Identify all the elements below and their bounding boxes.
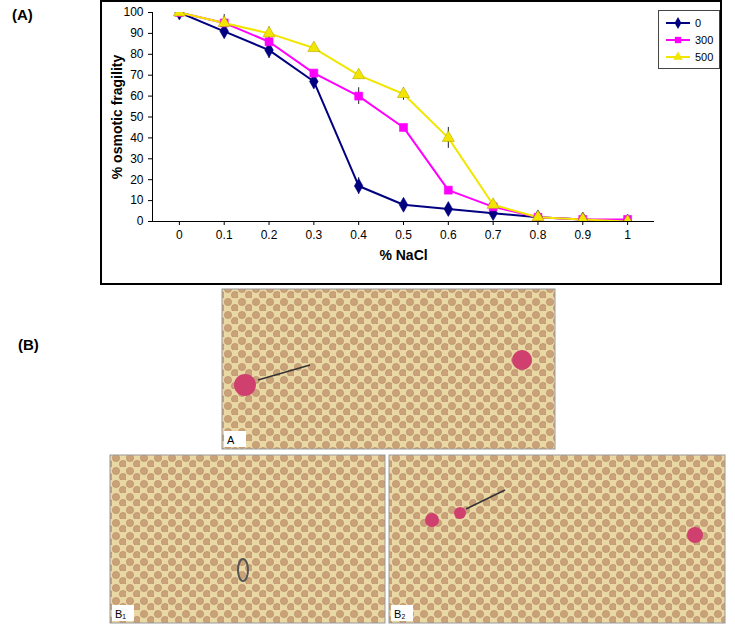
svg-text:70: 70 [130,68,144,82]
svg-text:0: 0 [176,228,183,242]
svg-text:0.5: 0.5 [395,228,412,242]
svg-text:0: 0 [137,214,144,228]
svg-text:60: 60 [130,89,144,103]
html-text:300: 300 [695,33,714,46]
svg-text:% NaCl: % NaCl [379,247,427,263]
svg-text:0.4: 0.4 [350,228,367,242]
svg-text:0.3: 0.3 [306,228,323,242]
svg-text:20: 20 [130,173,144,187]
svg-text:A: A [227,434,235,446]
svg-text:10: 10 [130,193,144,207]
svg-text:0.8: 0.8 [530,228,547,242]
svg-text:B₁: B₁ [115,608,126,620]
svg-text:0.7: 0.7 [485,228,502,242]
svg-text:0.1: 0.1 [216,228,233,242]
svg-text:0.9: 0.9 [574,228,591,242]
svg-text:1: 1 [624,228,631,242]
html-text:0: 0 [695,16,702,29]
svg-text:% osmotic fragility: % osmotic fragility [109,55,125,180]
svg-text:0.6: 0.6 [440,228,457,242]
svg-text:40: 40 [130,131,144,145]
svg-text:90: 90 [130,26,144,40]
svg-text:50: 50 [130,110,144,124]
svg-text:B₂: B₂ [394,608,406,620]
svg-text:80: 80 [130,47,144,61]
html-text:(B): (B) [18,336,39,353]
svg-text:100: 100 [123,5,143,19]
html-text:500: 500 [695,50,714,63]
svg-text:0.2: 0.2 [261,228,278,242]
svg-text:30: 30 [130,152,144,166]
html-text:(A): (A) [12,6,33,23]
